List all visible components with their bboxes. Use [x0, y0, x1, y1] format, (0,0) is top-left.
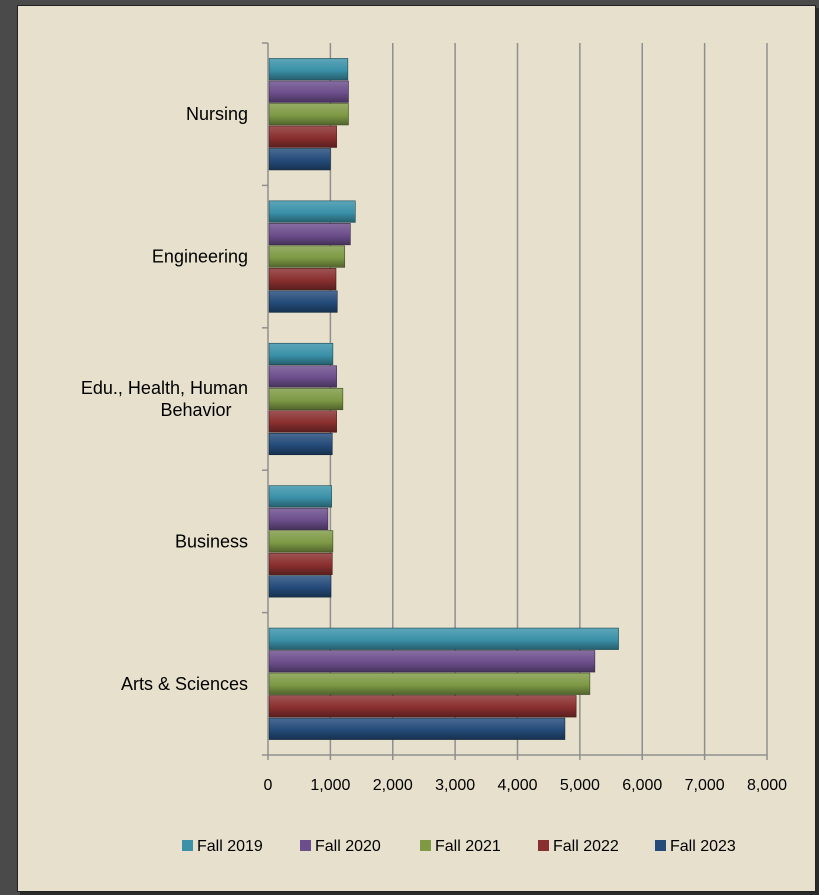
bar: [268, 268, 337, 291]
bar: [268, 432, 333, 456]
bar: [268, 365, 337, 388]
x-tick-label: 0: [264, 777, 273, 794]
bar: [268, 342, 334, 366]
labels: Arts & Sciences Business Edu., Health, Hum…: [81, 104, 787, 794]
bar: [268, 507, 329, 530]
bar: [268, 695, 577, 718]
x-tick-label: 6,000: [622, 777, 662, 794]
x-tick-label: 3,000: [435, 777, 475, 794]
legend-swatch: [420, 840, 431, 851]
legend-label: Fall 2019: [197, 838, 263, 855]
category-label: Arts & Sciences: [121, 674, 248, 694]
bar: [268, 410, 337, 433]
legend-swatch: [655, 840, 666, 851]
bar: [268, 290, 338, 313]
category-label: Edu., Health, Human Behavior: [81, 378, 248, 420]
category-label: Nursing: [186, 104, 248, 124]
bar: [268, 245, 346, 268]
bar: [268, 200, 356, 223]
bar: [268, 80, 349, 103]
legend-swatch: [538, 840, 549, 851]
legend-label: Fall 2021: [435, 838, 501, 855]
bar: [268, 125, 337, 148]
bar: [268, 148, 331, 171]
bar: [268, 530, 334, 553]
x-tick-label: 1,000: [310, 777, 350, 794]
bar: [268, 223, 351, 246]
category-label: Business: [175, 531, 248, 551]
x-tick-label: 5,000: [560, 777, 600, 794]
bar: [268, 103, 349, 126]
bar: [268, 552, 333, 575]
x-tick-label: 7,000: [685, 777, 725, 794]
axes: [262, 42, 768, 760]
x-tick-label: 8,000: [747, 777, 787, 794]
bar: [268, 627, 619, 650]
bars: [268, 58, 619, 740]
bar: [268, 717, 566, 740]
legend-swatch: [300, 840, 311, 851]
bar: [268, 650, 596, 673]
bar: [268, 575, 332, 598]
x-tick-label: 2,000: [373, 777, 413, 794]
legend-swatch: [182, 840, 193, 851]
legend-label: Fall 2022: [553, 838, 619, 855]
bar: [268, 58, 349, 81]
category-label: Engineering: [152, 247, 248, 267]
bar: [268, 672, 591, 695]
bar: [268, 387, 344, 411]
legend-label: Fall 2023: [670, 838, 736, 855]
bar: [268, 485, 332, 508]
chart-panel: [17, 5, 816, 892]
x-tick-label: 4,000: [497, 777, 537, 794]
legend: Fall 2019 Fall 2020 Fall 2021 Fall 2022 Fall…: [182, 838, 736, 855]
legend-label: Fall 2020: [315, 838, 381, 855]
